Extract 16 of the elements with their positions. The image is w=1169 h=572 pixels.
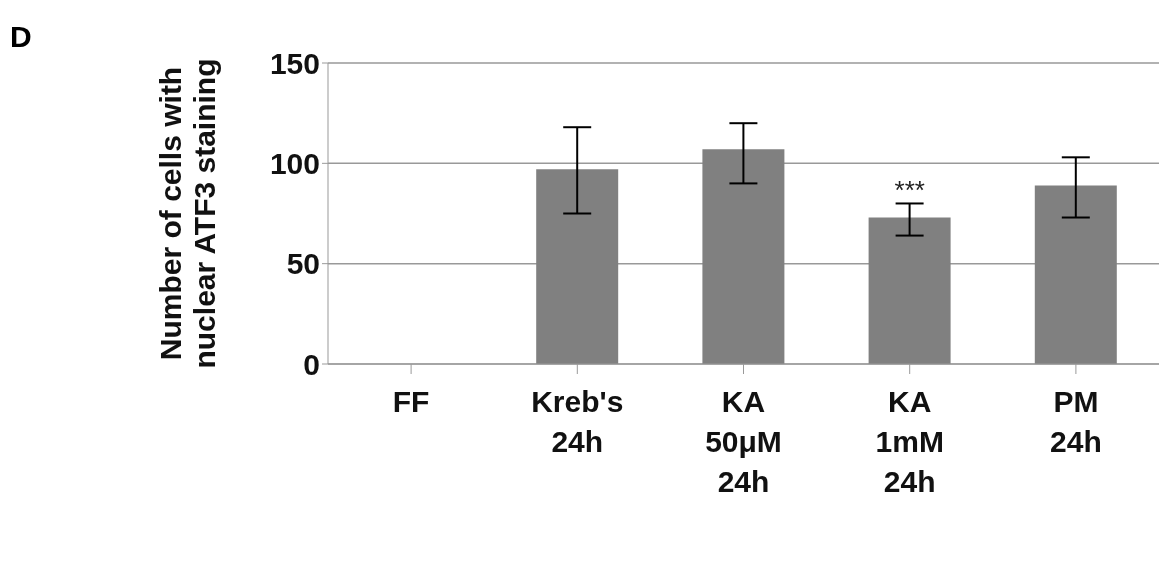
y-tick-label: 100 (269, 146, 320, 180)
bar (536, 169, 619, 364)
x-tick-label: KA 50μM 24h (705, 385, 782, 498)
annotation: *** (894, 175, 925, 206)
text: D (10, 20, 32, 54)
bar (702, 149, 785, 364)
x-tick-label: Kreb's 24h (531, 385, 624, 458)
y-tick-label: 50 (286, 247, 320, 281)
x-tick-label: KA 1mM 24h (875, 385, 944, 498)
x-tick-label: PM 24h (1050, 385, 1102, 458)
y-axis-title: Number of cells with nuclear ATF3 staining (154, 58, 221, 369)
x-tick-label: FF (392, 385, 430, 418)
y-tick-label: 150 (269, 46, 320, 80)
bar (1034, 185, 1117, 364)
bar (868, 217, 951, 364)
y-tick-label: 0 (303, 347, 320, 381)
